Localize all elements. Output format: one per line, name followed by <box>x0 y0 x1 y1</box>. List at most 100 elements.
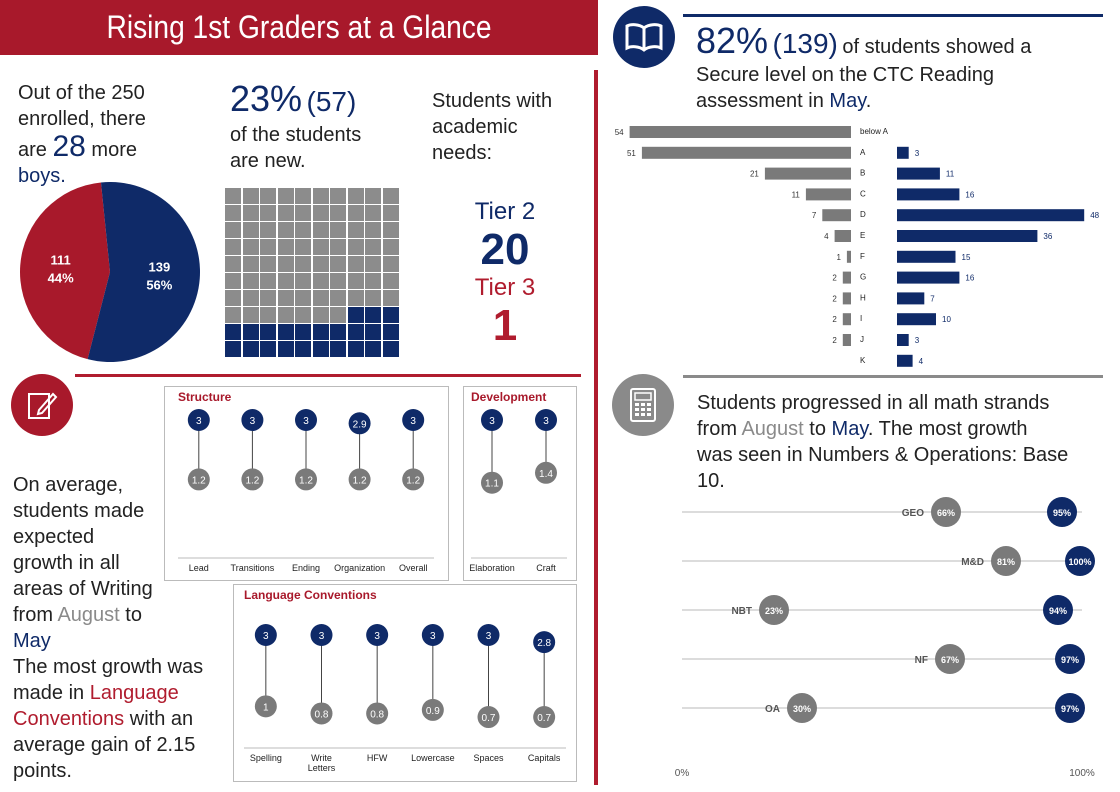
reading-bar-may <box>897 146 909 159</box>
reading-value-may: 11 <box>946 170 955 179</box>
waffle-cell <box>312 256 329 272</box>
waffle-cell <box>312 205 329 221</box>
dumbbell-dot-may <box>348 412 371 435</box>
waffle-cell <box>242 239 259 255</box>
math-dot-august <box>991 546 1021 576</box>
waffle-cell <box>312 222 329 238</box>
writing-l5: areas of Writing <box>13 578 153 600</box>
dumbbell-dot-august <box>295 468 317 491</box>
math-l4: 10. <box>697 470 725 492</box>
waffle-cell <box>365 341 381 357</box>
dumbbell-dot-may <box>241 409 264 431</box>
waffle-cell <box>225 324 241 340</box>
waffle-cell <box>295 188 311 204</box>
enrollment-are: are <box>18 139 47 161</box>
dumbbell-value-august: 0.8 <box>315 709 329 720</box>
dumbbell-chart-title: Development <box>471 390 546 404</box>
dumbbell-dot-august <box>535 461 557 484</box>
reading-percent: 82% <box>696 20 769 61</box>
math-august: August <box>741 418 804 440</box>
enrollment-more: more <box>91 139 137 161</box>
reading-value-august: 2 <box>832 315 837 324</box>
reading-bar-may <box>897 313 936 326</box>
math-l3: was seen in Numbers & Operations: Base <box>697 444 1069 466</box>
dumbbell-dot-august <box>481 471 503 494</box>
enrollment-boys: boys. <box>18 165 66 187</box>
waffle-cell <box>330 273 346 289</box>
waffle-cell <box>277 239 294 255</box>
waffle-cell <box>330 256 346 272</box>
reading-value-may: 36 <box>1043 232 1052 241</box>
waffle-cell <box>242 307 259 323</box>
writing-divider <box>75 374 581 377</box>
waffle-cell <box>225 205 241 221</box>
reading-bar-august <box>846 250 851 263</box>
waffle-cell <box>295 239 311 255</box>
dumbbell-dot-may <box>402 409 425 431</box>
reading-bar-august <box>842 292 851 305</box>
math-value-august: 66% <box>937 508 955 518</box>
dumbbell-value-august: 1.2 <box>192 475 206 486</box>
reading-category-label: F <box>860 252 865 261</box>
waffle-cell <box>382 290 399 306</box>
dumbbell-dot-may <box>477 624 500 646</box>
dumbbell-dot-may <box>187 409 210 431</box>
pie-slice-value: 111 <box>51 252 71 267</box>
waffle-cell <box>295 273 311 289</box>
writing-language: Language <box>89 682 179 704</box>
reading-bar-august <box>834 230 851 242</box>
reading-bar-may <box>897 334 909 346</box>
dumbbell-value-august: 1.2 <box>245 475 259 486</box>
dumbbell-value-august: 1 <box>263 702 269 713</box>
waffle-cell <box>295 222 311 238</box>
waffle-cell <box>277 256 294 272</box>
math-strand-label: GEO <box>902 508 924 519</box>
reading-value-may: 7 <box>930 294 935 303</box>
new-students-text: of the students are new. <box>230 122 361 174</box>
dumbbell-dot-may <box>254 624 277 646</box>
waffle-cell <box>382 273 399 289</box>
tier2-label: Tier 2 <box>474 198 536 225</box>
dumbbell-category-label: Ending <box>292 563 320 573</box>
reading-value-august: 51 <box>627 149 636 158</box>
reading-bar-may <box>897 209 1085 222</box>
writing-l2: students made <box>13 500 145 522</box>
waffle-cell <box>382 222 399 238</box>
new-percent: 23% <box>230 78 303 119</box>
waffle-cell <box>295 307 311 323</box>
writing-with-an: with an <box>129 708 194 730</box>
gender-pie-chart: 111 44% 139 56% <box>19 182 200 362</box>
reading-value-august: 1 <box>836 253 841 262</box>
dumbbell-category-label: Lowercase <box>411 753 455 763</box>
dumbbell-value-may: 3 <box>374 631 380 642</box>
dumbbell-category-label: Letters <box>308 763 336 773</box>
waffle-cell <box>242 205 259 221</box>
waffle-cell <box>347 290 364 306</box>
dumbbell-value-may: 3 <box>486 631 492 642</box>
needs-line2: academic <box>432 116 518 138</box>
waffle-cell <box>382 324 399 340</box>
waffle-cell <box>242 188 259 204</box>
waffle-cell <box>347 188 364 204</box>
waffle-cell <box>312 273 329 289</box>
dumbbell-dot-august <box>254 695 277 718</box>
waffle-cell <box>242 256 259 272</box>
waffle-cell <box>260 239 276 255</box>
waffle-cell <box>347 256 364 272</box>
reading-bar-may <box>897 250 956 263</box>
waffle-cell <box>312 341 329 357</box>
waffle-cell <box>330 188 346 204</box>
waffle-cell <box>382 307 399 323</box>
new-line2: are new. <box>230 150 306 172</box>
writing-august: August <box>57 604 120 626</box>
waffle-cell <box>260 273 276 289</box>
enrollment-text: Out of the 250 enrolled, there are 28 mo… <box>18 80 208 189</box>
reading-value-august: 2 <box>832 274 837 283</box>
needs-text: Students with academic needs: <box>432 88 552 166</box>
waffle-cell <box>347 324 364 340</box>
enrollment-line2: enrolled, there <box>18 108 146 130</box>
reading-bar-august <box>641 146 851 159</box>
reading-text2: Secure level on the CTC Reading <box>696 64 994 86</box>
center-divider <box>594 70 598 785</box>
writing-l10: average gain of 2.15 <box>13 734 196 756</box>
